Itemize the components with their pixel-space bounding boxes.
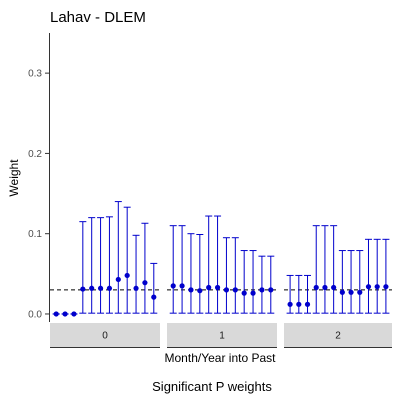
data-point: [348, 289, 354, 295]
errorbar: [295, 274, 303, 314]
data-point: [188, 287, 194, 293]
x-axis-title: Month/Year into Past: [165, 351, 277, 365]
panel-0: 0: [50, 201, 160, 348]
data-point: [223, 287, 230, 293]
data-point: [357, 289, 363, 295]
y-tick-label-0: 0.0: [28, 309, 42, 320]
errorbar: [214, 215, 222, 314]
errorbar: [132, 234, 140, 314]
data-point: [268, 287, 274, 293]
data-point: [71, 311, 77, 317]
errorbar: [88, 217, 96, 314]
data-point: [197, 288, 203, 294]
errorbar: [249, 250, 257, 314]
errorbar: [141, 222, 149, 314]
errorbar: [97, 217, 105, 314]
data-point: [365, 284, 372, 290]
data-point: [339, 289, 345, 295]
panel-strip-label: 0: [102, 331, 108, 342]
errorbar: [267, 255, 275, 314]
errorbar: [356, 250, 364, 314]
data-point: [124, 272, 130, 279]
errorbar: [222, 237, 230, 314]
errorbar: [304, 274, 312, 314]
data-point: [241, 290, 247, 296]
errorbar: [178, 225, 186, 314]
data-point: [142, 280, 148, 286]
panel-strip-label: 2: [335, 331, 341, 342]
errorbar: [240, 250, 248, 314]
data-point: [322, 284, 328, 291]
panel-strip: [50, 323, 160, 347]
data-point: [97, 285, 104, 291]
errorbar: [312, 225, 320, 314]
data-point: [331, 284, 337, 291]
errorbar: [321, 225, 329, 314]
data-point: [133, 285, 139, 291]
y-tick-label-1: 0.1: [28, 229, 42, 240]
chart-title: Lahav - DLEM: [50, 9, 146, 26]
panels: 0 1 2: [50, 201, 392, 348]
errorbar: [169, 225, 177, 314]
panel-strip: [167, 323, 277, 347]
errorbar: [382, 238, 390, 314]
data-point: [106, 285, 113, 291]
data-point: [53, 311, 59, 317]
errorbar: [105, 216, 113, 314]
data-point: [374, 284, 380, 290]
panel-strip-label: 1: [219, 331, 225, 342]
data-point: [304, 301, 311, 307]
data-point: [296, 301, 302, 307]
errorbar: [205, 215, 213, 314]
y-tick-label-3: 0.3: [28, 69, 42, 80]
errorbar: [258, 255, 266, 314]
errorbar: [187, 233, 195, 314]
data-point: [206, 284, 212, 291]
data-point: [250, 290, 256, 296]
errorbar: [373, 238, 381, 314]
data-point: [383, 284, 389, 290]
chart-caption: Significant P weights: [152, 379, 272, 394]
errorbar: [114, 201, 122, 314]
panel-strip: [284, 323, 392, 347]
data-point: [89, 285, 95, 291]
data-point: [259, 287, 265, 293]
y-axis: 0.0 0.1 0.2 0.3: [28, 33, 50, 322]
errorbar: [364, 238, 372, 314]
panel-2: 2: [284, 225, 392, 348]
errorbar: [196, 233, 204, 314]
data-point: [115, 276, 121, 283]
data-point: [62, 311, 68, 317]
errorbar: [338, 250, 346, 314]
data-point: [80, 286, 86, 292]
errorbar: [150, 262, 158, 314]
data-point: [170, 283, 176, 289]
errorbar: [347, 250, 355, 314]
data-point: [151, 294, 157, 300]
data-point: [313, 284, 319, 291]
y-tick-label-2: 0.2: [28, 149, 42, 160]
panel-1: 1: [167, 215, 277, 348]
errorbar: [123, 206, 131, 314]
errorbar: [231, 237, 239, 314]
data-point: [214, 284, 221, 291]
data-point: [232, 287, 238, 293]
data-point: [287, 301, 293, 307]
data-point: [179, 283, 185, 289]
errorbar: [286, 274, 294, 314]
errorbar: [330, 225, 338, 314]
y-axis-title: Weight: [7, 159, 21, 197]
errorbar: [79, 221, 87, 314]
